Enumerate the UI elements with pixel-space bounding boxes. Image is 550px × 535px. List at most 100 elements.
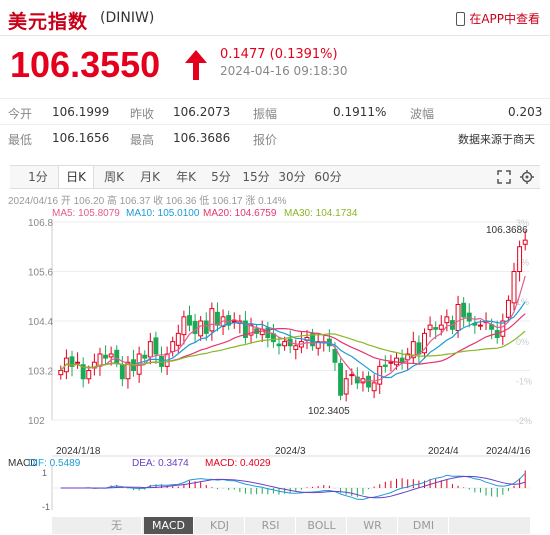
fullscreen-icon[interactable] bbox=[497, 170, 511, 184]
candle-body bbox=[69, 356, 75, 367]
y-tick-label: 106.8 bbox=[28, 218, 53, 229]
indicator-tab-macd[interactable]: MACD bbox=[144, 517, 194, 534]
tab-daily-k[interactable]: 日K bbox=[58, 166, 94, 188]
indicator-tab-wr[interactable]: WR bbox=[348, 517, 398, 534]
candle-body bbox=[147, 341, 153, 358]
candle-body bbox=[119, 364, 125, 380]
indicator-tabs: 无 MACD KDJ RSI BOLL WR DMI bbox=[52, 517, 530, 534]
header: 美元指数 (DINIW) 在APP中查看 bbox=[0, 0, 550, 36]
indicator-tab-boll[interactable]: BOLL bbox=[297, 517, 347, 534]
ma10-label: MA10: 105.0100 bbox=[126, 208, 200, 219]
y-tick-pct-label: 1% bbox=[516, 297, 529, 307]
stat-label: 报价 bbox=[253, 133, 278, 147]
stat-value: 106.1656 bbox=[52, 131, 110, 145]
macd-dif-label: DIF: 0.5489 bbox=[28, 458, 81, 469]
candle-body bbox=[142, 354, 148, 359]
candle-body bbox=[170, 341, 176, 353]
candle-body bbox=[371, 382, 377, 392]
quote-time: 2024-04-16 09:18:30 bbox=[220, 64, 348, 78]
candle-body bbox=[343, 378, 349, 395]
tab-yearly-k[interactable]: 年K bbox=[176, 170, 196, 184]
candle-body bbox=[181, 316, 187, 336]
y-tick-label: 104.4 bbox=[28, 317, 53, 328]
candle-body bbox=[517, 246, 523, 272]
candle-body bbox=[332, 348, 338, 363]
macd-title: MACD bbox=[8, 458, 37, 469]
stats-row: 最低 106.1656 最高 106.3686 报价 数据来源于商天 bbox=[0, 124, 550, 150]
tab-5min[interactable]: 5分 bbox=[211, 170, 231, 184]
stat-value: 0.203 bbox=[508, 105, 543, 119]
tab-30min[interactable]: 30分 bbox=[278, 170, 306, 184]
y-tick-pct-label: 0% bbox=[516, 337, 529, 347]
indicator-tab-rsi[interactable]: RSI bbox=[246, 517, 296, 534]
candle-body bbox=[422, 332, 427, 354]
candle-body bbox=[511, 271, 517, 304]
y-tick-label: 105.6 bbox=[28, 268, 53, 279]
indicator-tab-dmi[interactable]: DMI bbox=[399, 517, 449, 534]
candle-body bbox=[231, 320, 237, 323]
stat-value: 106.3686 bbox=[173, 131, 231, 145]
candle-body bbox=[80, 364, 86, 380]
open-in-app-link[interactable]: 在APP中查看 bbox=[456, 10, 540, 27]
candle-body bbox=[461, 302, 467, 318]
tab-1min[interactable]: 1分 bbox=[28, 170, 48, 184]
data-source: 数据来源于商天 bbox=[458, 133, 535, 146]
stats-table: 今开 106.1999 昨收 106.2073 振幅 0.1911% 波幅 0.… bbox=[0, 98, 550, 150]
stats-row: 今开 106.1999 昨收 106.2073 振幅 0.1911% 波幅 0.… bbox=[0, 98, 550, 124]
candle-body bbox=[444, 316, 450, 324]
x-tick-label: 2024/4 bbox=[428, 446, 459, 457]
symbol-code: (DINIW) bbox=[100, 10, 155, 26]
open-in-app-label: 在APP中查看 bbox=[469, 12, 540, 26]
macd-tick-label: -1 bbox=[42, 502, 50, 512]
ma10-line bbox=[60, 301, 526, 379]
x-tick-label: 2024/4/16 bbox=[486, 446, 531, 457]
candle-body bbox=[293, 345, 299, 350]
candle-body bbox=[276, 343, 282, 347]
macd-tick-label: 1 bbox=[42, 468, 47, 478]
stat-label: 波幅 bbox=[410, 107, 435, 121]
candle-body bbox=[315, 341, 321, 349]
candle-body bbox=[103, 354, 109, 359]
indicator-tab-kdj[interactable]: KDJ bbox=[195, 517, 245, 534]
y-tick-pct-label: 3% bbox=[516, 218, 529, 228]
chart-period-tabs: 1分 日K 周K 月K 年K 5分 15分 30分 60分 bbox=[10, 165, 540, 189]
tab-monthly-k[interactable]: 月K bbox=[140, 170, 160, 184]
low-annotation: 102.3405 bbox=[308, 406, 350, 417]
y-tick-pct-label: -2% bbox=[516, 416, 532, 426]
high-annotation: 106.3686 bbox=[486, 225, 528, 236]
candle-body bbox=[198, 320, 204, 337]
candle-body bbox=[438, 324, 444, 330]
settings-icon[interactable] bbox=[520, 170, 534, 184]
candle-body bbox=[75, 361, 81, 364]
y-tick-pct-label: 2% bbox=[516, 258, 529, 268]
ma30-label: MA30: 104.1734 bbox=[284, 208, 358, 219]
candle-body bbox=[455, 304, 461, 331]
candle-body bbox=[114, 349, 120, 363]
candle-body bbox=[153, 337, 159, 355]
current-price: 106.3550 bbox=[10, 44, 161, 85]
ma30-line bbox=[60, 330, 526, 371]
stat-label: 今开 bbox=[8, 107, 33, 121]
stat-label: 最高 bbox=[130, 133, 155, 147]
candle-body bbox=[500, 320, 506, 337]
macd-value-label: MACD: 0.4029 bbox=[205, 458, 271, 469]
ma5-label: MA5: 105.8079 bbox=[52, 208, 120, 219]
page-title: 美元指数 bbox=[8, 11, 89, 33]
candle-body bbox=[427, 324, 433, 331]
tab-60min[interactable]: 60分 bbox=[314, 170, 342, 184]
stat-label: 昨收 bbox=[130, 107, 155, 121]
tab-weekly-k[interactable]: 周K bbox=[104, 170, 124, 184]
macd-dif-line bbox=[60, 473, 526, 501]
tab-15min[interactable]: 15分 bbox=[242, 170, 270, 184]
candle-body bbox=[187, 315, 192, 326]
candle-body bbox=[282, 341, 288, 347]
y-tick-pct-label: -1% bbox=[516, 376, 532, 386]
stat-label: 振幅 bbox=[253, 107, 278, 121]
candle-body bbox=[388, 361, 394, 364]
candle-body bbox=[349, 374, 355, 377]
candle-body bbox=[248, 324, 254, 336]
stat-value: 106.2073 bbox=[173, 105, 231, 119]
indicator-tab-none[interactable]: 无 bbox=[92, 517, 142, 534]
candle-body bbox=[175, 332, 181, 346]
quote-panel: 106.3550 0.1477 (0.1391%) 2024-04-16 09:… bbox=[0, 36, 550, 96]
